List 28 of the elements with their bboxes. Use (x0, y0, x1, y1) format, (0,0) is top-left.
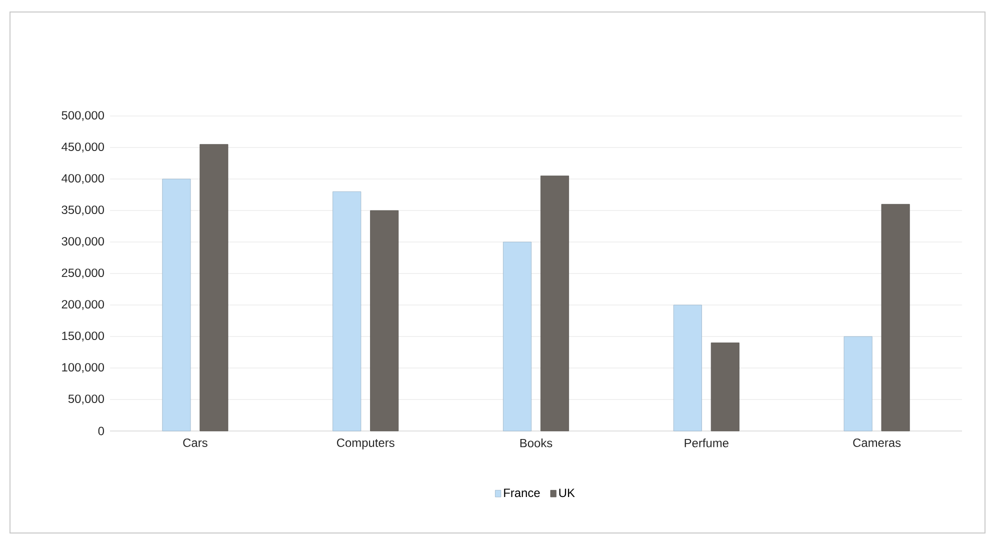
bar (162, 178, 191, 432)
y-tick-label: 400,000 (62, 174, 104, 184)
bar (540, 176, 570, 432)
y-tick-label: 0 (98, 426, 104, 436)
y-tick-label: 350,000 (62, 206, 104, 216)
bar (200, 144, 228, 432)
y-tick-label: 100,000 (62, 363, 104, 373)
bar (881, 204, 910, 432)
y-tick-label: 200,000 (62, 300, 104, 310)
y-tick-label: 50,000 (68, 394, 104, 404)
x-tick-label: Cars (183, 438, 208, 447)
bar (673, 304, 702, 432)
legend-label: UK (559, 488, 575, 498)
bar (503, 242, 532, 432)
x-tick-label: Perfume (684, 438, 728, 448)
legend-label: France (504, 488, 540, 498)
bar (710, 342, 740, 432)
x-tick-label: Books (520, 438, 552, 448)
bar (844, 336, 872, 432)
x-tick-label: Computers (336, 438, 394, 450)
x-tick-label: Cameras (853, 438, 901, 447)
y-tick-label: 250,000 (62, 268, 104, 278)
y-tick-label: 300,000 (62, 237, 104, 247)
bar (332, 191, 362, 432)
y-tick-label: 450,000 (62, 142, 104, 152)
y-tick-label: 150,000 (62, 332, 104, 342)
bar (370, 210, 399, 432)
y-tick-label: 500,000 (62, 111, 104, 121)
